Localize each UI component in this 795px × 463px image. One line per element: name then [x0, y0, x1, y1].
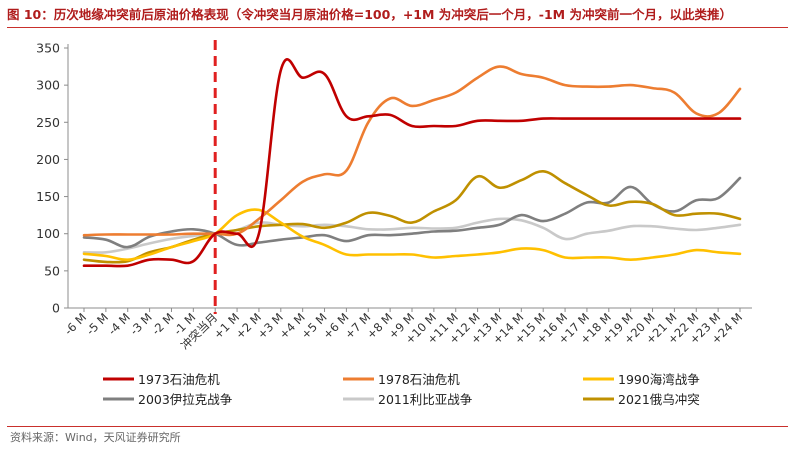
- x-tick-label: -2 M: [149, 310, 177, 338]
- legend-label: 2003伊拉克战争: [138, 392, 232, 407]
- y-tick-label: 300: [36, 78, 60, 93]
- legend-label: 2021俄乌冲突: [618, 392, 700, 407]
- series-line-2003伊拉克战争: [82, 176, 742, 249]
- oil-price-line-chart: 0 50 100 150 200 250 300 350 -6 M-5 M-4 M-3 M-2…: [36, 40, 752, 407]
- y-tick-label: 50: [44, 263, 60, 278]
- legend: 1973石油危机 1978石油危机 1990海湾战争 2003伊拉克战争 2011利比亚…: [103, 372, 700, 407]
- series-line-1973石油危机: [82, 58, 742, 268]
- x-tick-label: -5 M: [83, 310, 111, 338]
- y-tick-label: 250: [36, 115, 60, 130]
- source-note: 资料来源：Wind，天风证券研究所: [10, 431, 181, 444]
- series-line-1978石油危机: [82, 65, 742, 237]
- figure-title: 图 10：历次地缘冲突前后原油价格表现（令冲突当月原油价格=100，+1M 为冲…: [7, 7, 732, 22]
- legend-label: 1978石油危机: [378, 372, 460, 387]
- x-tick-label: -3 M: [127, 310, 155, 338]
- y-axis: 0 50 100 150 200 250 300 350: [36, 41, 69, 316]
- series-line-1990海湾战争: [82, 208, 742, 262]
- legend-label: 1990海湾战争: [618, 372, 700, 387]
- y-tick-label: 100: [36, 226, 60, 241]
- y-tick-label: 200: [36, 152, 60, 167]
- series-line-2021俄乌冲突: [82, 169, 742, 264]
- footer-divider: [7, 426, 788, 427]
- x-tick-label: -4 M: [105, 310, 133, 338]
- y-tick-label: 0: [52, 301, 60, 316]
- series-line-2011利比亚战争: [82, 217, 742, 254]
- y-tick-label: 150: [36, 189, 60, 204]
- legend-label: 2011利比亚战争: [378, 392, 472, 407]
- legend-label: 1973石油危机: [138, 372, 220, 387]
- series-lines: [82, 58, 742, 268]
- x-tick-label: -6 M: [62, 310, 90, 338]
- y-tick-label: 350: [36, 41, 60, 56]
- title-divider: [7, 27, 788, 28]
